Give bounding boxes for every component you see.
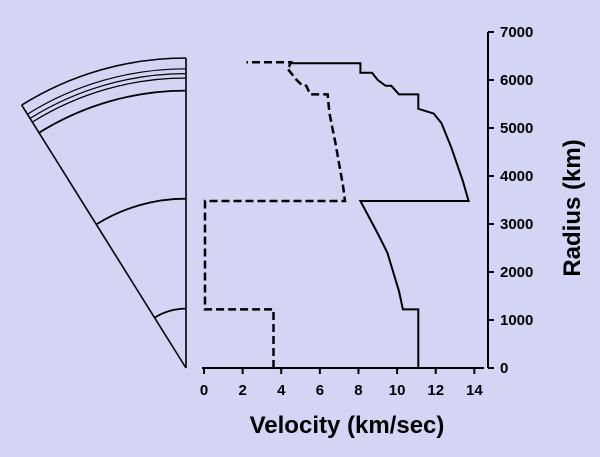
y-tick-label: 7000 bbox=[500, 24, 533, 41]
x-tick-label: 6 bbox=[316, 382, 324, 399]
tick-labels: 0 2 4 6 8 10 12 14 0 1000 2000 3000 4000 5000 6000 7000 bbox=[200, 24, 534, 399]
series-layer bbox=[203, 60, 470, 368]
y-tick-label: 4000 bbox=[500, 168, 533, 185]
x-tick-label: 8 bbox=[354, 382, 362, 399]
y-axis-title: Radius (km) bbox=[559, 139, 586, 276]
x-tick-label: 4 bbox=[277, 382, 286, 399]
series-line-solid bbox=[290, 62, 470, 368]
y-tick-label: 6000 bbox=[500, 72, 533, 89]
x-axis-title: Velocity (km/sec) bbox=[250, 412, 445, 439]
y-tick-label: 5000 bbox=[500, 120, 533, 137]
earth-cross-section bbox=[21, 57, 187, 369]
boundary-arc bbox=[29, 73, 187, 119]
velocity-radius-chart: 0 2 4 6 8 10 12 14 0 1000 2000 3000 4000 5000 6000 7000 bbox=[200, 24, 534, 399]
x-tick-label: 2 bbox=[238, 382, 246, 399]
y-tick-label: 3000 bbox=[500, 216, 533, 233]
x-tick-label: 10 bbox=[389, 382, 406, 399]
y-tick-label: 2000 bbox=[500, 264, 533, 281]
boundary-arc bbox=[154, 307, 187, 319]
axes-layer bbox=[202, 31, 494, 374]
boundary-arc bbox=[95, 197, 187, 226]
y-tick-label: 0 bbox=[500, 360, 508, 377]
x-tick-label: 12 bbox=[427, 382, 444, 399]
wedge-surface-arc bbox=[21, 57, 187, 106]
series-line-dashed bbox=[203, 60, 347, 368]
boundary-arc bbox=[27, 68, 187, 115]
boundary-arc bbox=[38, 89, 187, 134]
wedge-left-edge bbox=[21, 104, 187, 369]
x-tick-label: 14 bbox=[466, 382, 483, 399]
x-tick-label: 0 bbox=[200, 382, 208, 399]
y-tick-label: 1000 bbox=[500, 312, 533, 329]
boundary-arc bbox=[31, 77, 187, 123]
